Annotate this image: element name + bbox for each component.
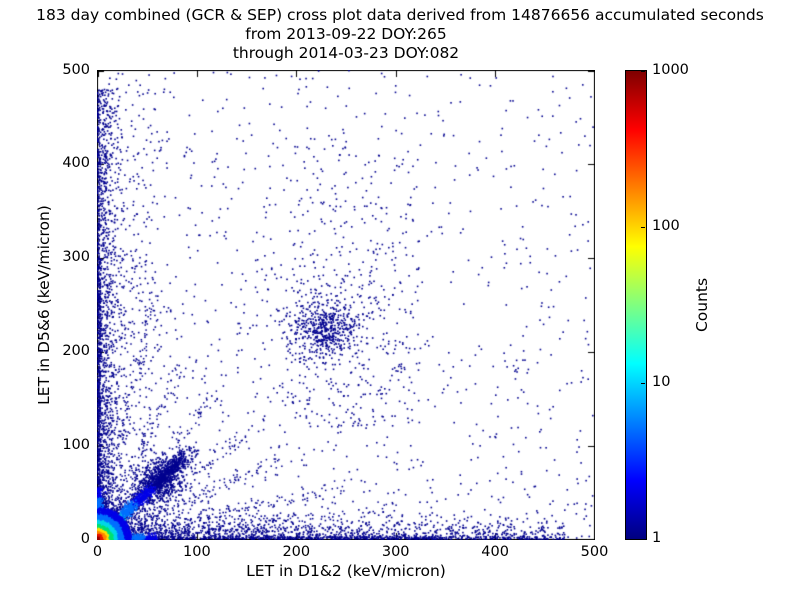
figure-subtitle-from: from 2013-09-22 DOY:265 — [245, 25, 447, 43]
colorbar-tick-label: 1 — [652, 530, 662, 546]
colorbar-tick-label: 10 — [652, 374, 671, 390]
colorbar-tick — [641, 227, 645, 228]
figure-subtitle-through: through 2014-03-23 DOY:082 — [232, 44, 460, 62]
colorbar-tick-label: 100 — [652, 218, 680, 234]
colorbar-tick — [641, 539, 645, 540]
plot-canvas — [97, 70, 595, 540]
y-tick-label: 100 — [62, 436, 90, 453]
y-tick-label: 0 — [80, 530, 90, 547]
colorbar-tick — [641, 71, 645, 72]
colorbar-label: Counts — [693, 277, 711, 333]
y-tick-label: 300 — [62, 249, 90, 266]
y-tick-label: 500 — [62, 61, 90, 78]
colorbar — [625, 70, 647, 540]
x-tick-label: 100 — [183, 544, 211, 560]
x-tick-label: 500 — [580, 544, 609, 560]
x-tick-label: 0 — [92, 544, 103, 560]
x-axis-label: LET in D1&2 (keV/micron) — [246, 562, 446, 580]
y-tick-label: 400 — [62, 155, 90, 172]
colorbar-tick-label: 1000 — [652, 62, 689, 78]
x-tick-label: 300 — [381, 544, 410, 560]
y-axis-label: LET in D5&6 (keV/micron) — [35, 205, 53, 405]
colorbar-tick — [641, 383, 645, 384]
figure-title: 183 day combined (GCR & SEP) cross plot … — [36, 6, 764, 24]
y-tick-label: 200 — [62, 342, 90, 359]
x-tick-label: 200 — [282, 544, 311, 560]
x-tick-label: 400 — [481, 544, 509, 560]
